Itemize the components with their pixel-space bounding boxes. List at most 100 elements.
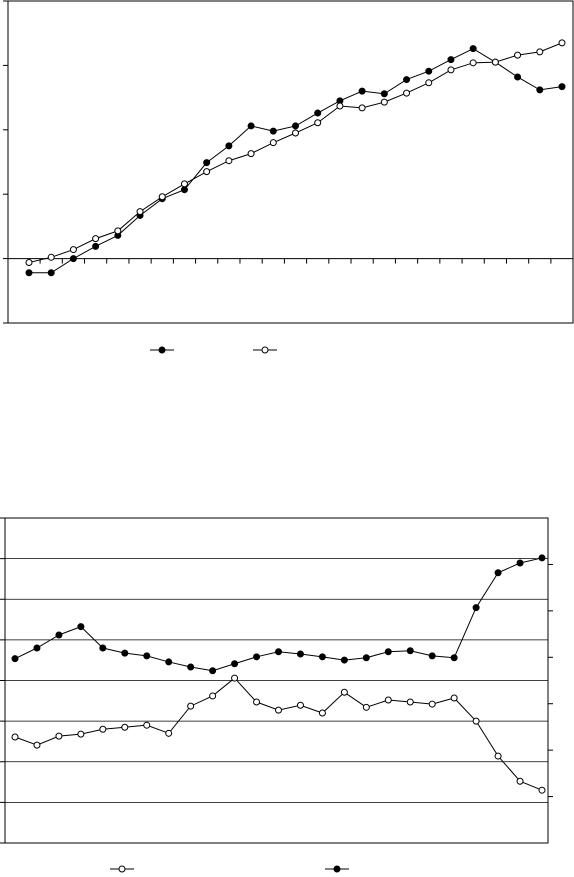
data-point <box>538 786 546 794</box>
data-point <box>425 79 433 87</box>
data-point <box>158 193 166 201</box>
data-point <box>136 208 144 216</box>
data-point <box>203 159 211 167</box>
data-point <box>114 227 122 235</box>
data-point <box>165 658 173 666</box>
data-point <box>472 717 480 725</box>
data-point <box>450 654 458 662</box>
series-line <box>14 677 543 791</box>
data-point <box>428 700 436 708</box>
legend-marker <box>261 346 269 354</box>
data-point <box>247 150 255 158</box>
data-point <box>336 102 344 110</box>
data-point <box>538 554 546 562</box>
data-point <box>318 709 326 717</box>
data-point <box>314 119 322 127</box>
data-point <box>203 168 211 176</box>
data-point <box>472 604 480 612</box>
data-point <box>180 180 188 188</box>
legend-marker <box>333 865 341 873</box>
data-point <box>231 674 239 682</box>
data-point <box>99 644 107 652</box>
data-point <box>92 235 100 243</box>
data-point <box>469 59 477 67</box>
legend-marker <box>118 865 126 873</box>
data-point <box>558 83 566 91</box>
data-point <box>536 86 544 94</box>
data-point <box>469 45 477 53</box>
data-point <box>247 122 255 130</box>
data-point <box>47 269 55 277</box>
data-point <box>269 127 277 135</box>
data-point <box>558 39 566 47</box>
data-point <box>275 648 282 656</box>
plot-frame <box>7 0 574 324</box>
series-line <box>29 48 563 274</box>
data-point <box>225 157 233 165</box>
data-point <box>253 698 261 706</box>
legend-marker <box>158 346 166 354</box>
data-point <box>491 58 499 66</box>
data-point <box>406 698 414 706</box>
data-point <box>77 623 85 631</box>
data-point <box>180 186 188 194</box>
data-point <box>380 90 388 98</box>
data-point <box>165 729 173 737</box>
data-point <box>275 706 282 714</box>
data-point <box>47 253 55 261</box>
data-point <box>296 701 304 709</box>
data-point <box>428 652 436 660</box>
data-point <box>514 73 522 81</box>
data-point <box>11 733 19 741</box>
series-line <box>28 42 563 263</box>
data-point <box>425 67 433 75</box>
data-point <box>406 647 414 655</box>
data-point <box>231 660 239 668</box>
data-point <box>447 56 455 64</box>
data-point <box>209 667 217 675</box>
data-point <box>33 741 41 749</box>
data-point <box>209 692 217 700</box>
data-point <box>143 652 151 660</box>
data-point <box>362 654 370 662</box>
data-point <box>314 109 322 117</box>
data-point <box>516 559 524 567</box>
data-point <box>340 656 348 664</box>
data-point <box>384 648 392 656</box>
data-point <box>187 663 195 671</box>
data-point <box>292 129 299 137</box>
data-point <box>77 730 85 738</box>
data-point <box>253 653 261 661</box>
data-point <box>92 242 100 250</box>
data-point <box>494 569 502 577</box>
data-point <box>69 255 77 263</box>
data-point <box>187 702 195 710</box>
data-point <box>25 269 33 277</box>
data-point <box>25 258 33 266</box>
data-point <box>403 76 411 84</box>
data-point <box>11 655 19 663</box>
data-point <box>55 631 63 639</box>
data-point <box>450 694 458 702</box>
data-point <box>69 246 77 254</box>
data-point <box>494 752 502 760</box>
data-point <box>99 725 107 733</box>
data-point <box>121 723 129 731</box>
data-point <box>340 688 348 696</box>
data-point <box>292 122 299 130</box>
data-point <box>362 703 370 711</box>
data-point <box>296 650 304 658</box>
data-point <box>516 777 524 785</box>
data-point <box>514 51 522 59</box>
data-point <box>143 721 151 729</box>
data-point <box>318 653 326 661</box>
data-point <box>358 87 366 95</box>
data-point <box>121 649 129 657</box>
data-point <box>55 732 63 740</box>
data-point <box>384 696 392 704</box>
data-point <box>358 104 366 112</box>
data-point <box>447 66 455 74</box>
data-point <box>403 89 411 97</box>
